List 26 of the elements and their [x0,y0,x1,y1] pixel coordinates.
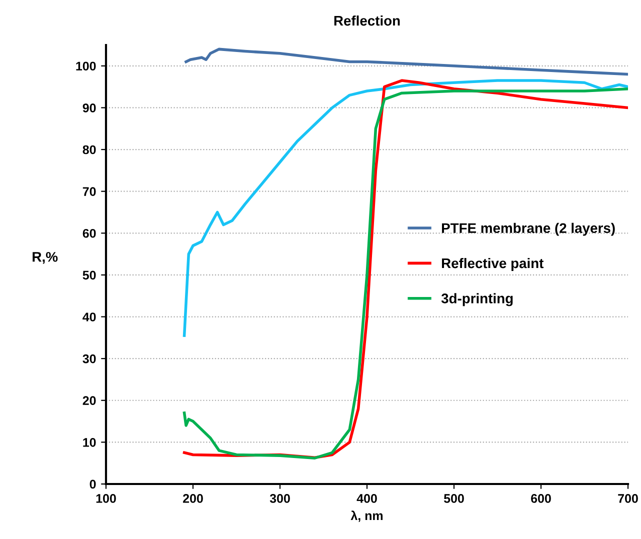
y-tick-label: 20 [82,396,96,406]
y-tick-label: 30 [82,354,96,364]
x-tick-label: 700 [618,494,638,503]
x-tick-label: 200 [183,494,203,503]
x-tick-label: 400 [356,494,377,503]
y-tick-label: 0 [90,480,96,489]
y-tick-label: 50 [82,270,96,280]
x-axis-title: λ, nm [350,510,383,522]
y-tick-label: 70 [82,187,96,196]
line-series [182,79,628,337]
y-tick-label: 10 [83,438,96,447]
line-series [184,48,628,76]
y-tick-label: 40 [82,312,96,322]
x-tick-label: 100 [96,494,116,503]
y-tick-label: 90 [82,104,96,112]
chart-title: Reflection [334,15,400,26]
legend-label: PTFE membrane (2 layers) [442,222,615,236]
y-tick-label: 100 [76,62,96,71]
x-tick-label: 300 [270,494,290,503]
x-tick-label: 500 [444,494,464,503]
y-tick-label: 60 [82,228,96,238]
y-tick-label: 80 [82,145,96,154]
y-axis-title: R,% [32,252,58,264]
x-tick-label: 600 [531,494,551,503]
legend-label: Reflective paint [442,258,544,271]
legend-label: 3d-printing [441,293,513,306]
